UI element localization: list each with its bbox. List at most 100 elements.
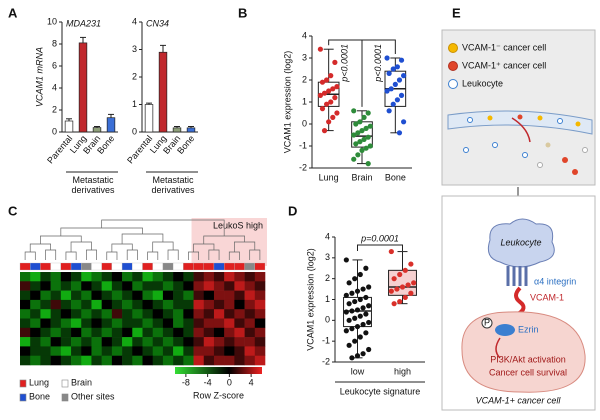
heatmap-cell xyxy=(40,272,51,282)
data-point xyxy=(360,305,366,311)
heatmap-cell xyxy=(122,337,133,347)
heatmap-cell xyxy=(203,337,215,347)
dendrogram xyxy=(65,251,77,260)
data-point xyxy=(360,286,366,292)
dendrogram xyxy=(121,233,164,244)
heatmap-cell xyxy=(173,281,184,291)
data-point xyxy=(321,128,328,134)
heatmap-cell xyxy=(101,272,113,282)
heatmap-cell xyxy=(152,346,164,356)
heatmap-cell xyxy=(91,346,102,356)
heatmap-cell xyxy=(183,346,194,356)
heatmap-cell xyxy=(40,290,51,301)
heatmap-cell xyxy=(101,309,113,319)
heatmap-cell xyxy=(132,355,143,366)
data-point xyxy=(363,294,369,301)
heatmap-cell xyxy=(71,290,82,301)
sample-site xyxy=(132,262,143,271)
heatmap-cell xyxy=(101,299,113,310)
heatmap-cell xyxy=(20,272,31,282)
bar xyxy=(144,104,154,133)
y-tick-label: 10 xyxy=(47,16,57,26)
data-point xyxy=(388,248,394,255)
data-point xyxy=(401,119,407,125)
heatmap-cell xyxy=(193,290,205,301)
heatmap-cell xyxy=(101,355,113,366)
heatmap-cell xyxy=(60,299,72,310)
heatmap-cell xyxy=(20,318,31,329)
data-point xyxy=(363,265,369,271)
heatmap-cell xyxy=(173,346,184,356)
y-tick-label: -2 xyxy=(322,356,330,366)
heatmap-cell xyxy=(254,309,266,319)
panel-label: D xyxy=(288,203,297,218)
heatmap-cell xyxy=(132,281,143,291)
heatmap-cell xyxy=(122,346,133,356)
data-point xyxy=(366,303,372,309)
data-point xyxy=(354,307,361,313)
heatmap-cell xyxy=(224,355,235,366)
dendrogram xyxy=(40,235,82,244)
heatmap-cell xyxy=(162,272,174,282)
heatmap-cell xyxy=(173,318,184,329)
heatmap-cell xyxy=(40,346,51,356)
data-point xyxy=(384,88,390,94)
heatmap-cell xyxy=(152,327,164,338)
heatmap-cell xyxy=(101,290,113,301)
data-point xyxy=(365,161,371,167)
heatmap-cell xyxy=(162,281,174,291)
heatmap-cell xyxy=(30,272,41,282)
heatmap-cell xyxy=(224,299,235,310)
sample-site xyxy=(254,262,266,271)
y-tick-label: 0 xyxy=(302,118,307,128)
heatmap-cell xyxy=(142,290,154,301)
data-point xyxy=(319,106,326,112)
data-point xyxy=(388,86,394,92)
data-point xyxy=(394,64,400,70)
heatmap-cell xyxy=(244,309,256,319)
dendrogram xyxy=(106,251,118,260)
heatmap-cell xyxy=(50,290,62,301)
heatmap-cell xyxy=(111,272,123,282)
data-point xyxy=(361,136,367,142)
data-point xyxy=(398,57,405,63)
data-point xyxy=(349,326,355,332)
legend-swatch xyxy=(19,393,27,402)
y-tick-label: 1 xyxy=(302,96,307,106)
diagram-box xyxy=(441,29,596,186)
bar xyxy=(172,127,182,133)
sample-site xyxy=(70,262,82,271)
data-point xyxy=(355,152,361,158)
heatmap-cell xyxy=(60,272,72,282)
dendrogram xyxy=(152,241,174,252)
heatmap-cell xyxy=(60,346,72,356)
data-point xyxy=(324,77,330,83)
data-point xyxy=(352,298,358,305)
data-point xyxy=(346,301,352,307)
heatmap-cell xyxy=(132,327,143,338)
sample-site xyxy=(81,262,92,271)
heatmap-cell xyxy=(71,299,82,310)
heatmap-cell xyxy=(60,355,72,366)
panel-label: A xyxy=(8,5,18,20)
data-point xyxy=(351,156,357,162)
significance-bracket xyxy=(361,39,396,107)
heatmap-cell xyxy=(142,309,154,319)
heatmap-cell xyxy=(30,327,41,338)
heatmap-cell xyxy=(213,346,225,356)
heatmap-cell xyxy=(122,318,133,329)
heatmap-cell xyxy=(183,290,194,301)
x-tick-label: high xyxy=(394,366,411,376)
heatmap-cell xyxy=(122,299,133,310)
heatmap-cell xyxy=(20,281,31,291)
y-tick-label: 0 xyxy=(325,315,330,325)
heatmap-cell xyxy=(122,281,133,291)
heatmap-cell xyxy=(234,355,245,366)
y-tick-label: 1 xyxy=(132,99,137,109)
data-point xyxy=(353,121,359,127)
heatmap-cell xyxy=(20,309,31,319)
colorbar-tick-label: 4 xyxy=(249,377,254,387)
y-tick-label: 3 xyxy=(302,52,307,62)
heatmap-cell xyxy=(152,309,164,319)
data-point xyxy=(346,342,352,348)
